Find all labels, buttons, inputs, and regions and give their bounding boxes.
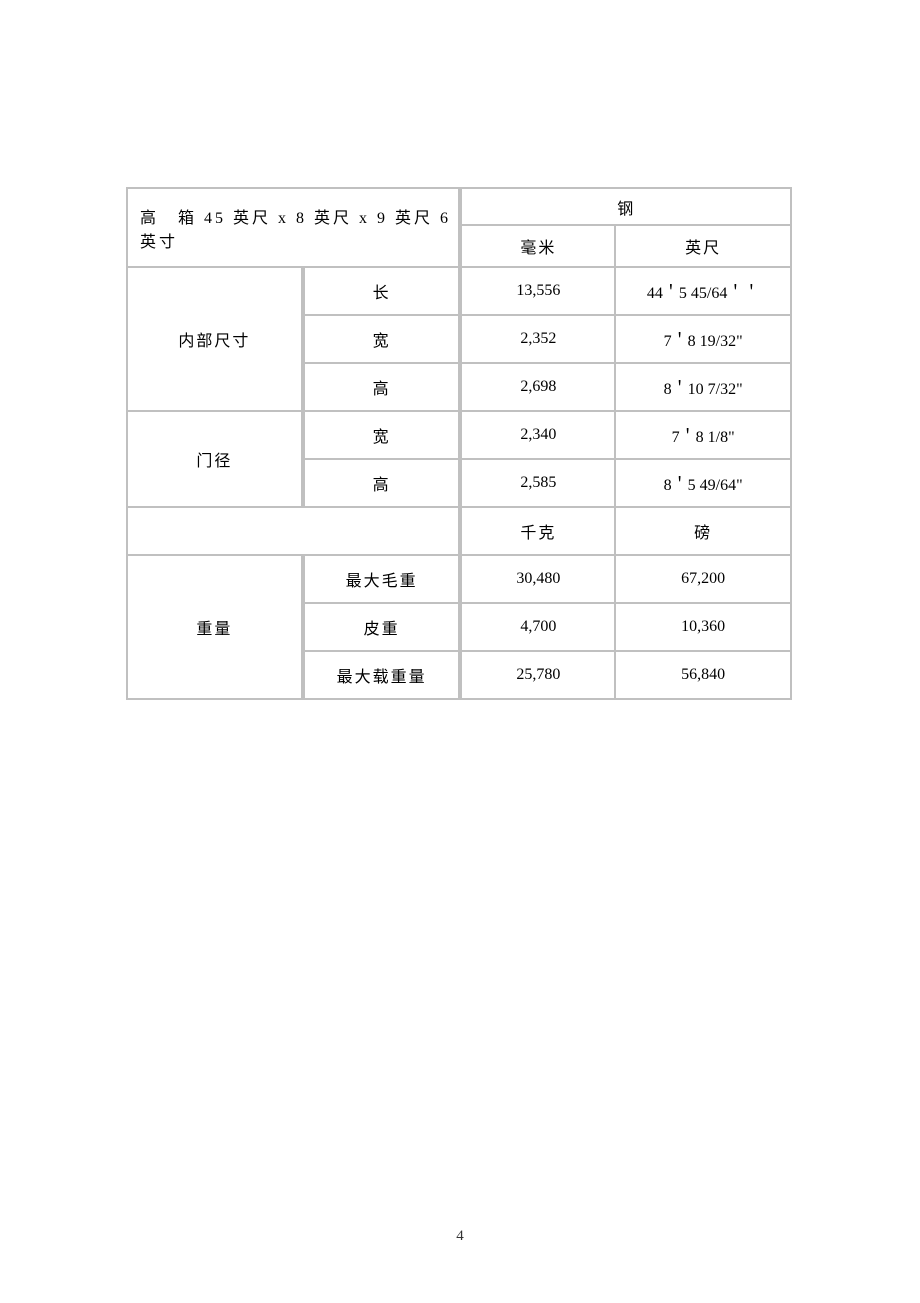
unit-header-mm: 毫米	[460, 226, 616, 268]
unit-header-lb: 磅	[616, 508, 792, 556]
row-label: 高	[303, 460, 461, 508]
category-internal-dim: 内部尺寸	[128, 268, 303, 412]
cell-metric: 2,352	[460, 316, 616, 364]
cell-metric: 25,780	[460, 652, 616, 700]
category-door: 门径	[128, 412, 303, 508]
container-spec-table: 高 箱 45 英尺 x 8 英尺 x 9 英尺 6 英寸 钢 毫米 英尺 内部尺…	[126, 187, 792, 700]
cell-metric: 13,556	[460, 268, 616, 316]
cell-metric: 2,585	[460, 460, 616, 508]
page-number: 4	[0, 1228, 920, 1245]
empty-cell	[128, 508, 460, 556]
container-spec-table-wrap: 高 箱 45 英尺 x 8 英尺 x 9 英尺 6 英寸 钢 毫米 英尺 内部尺…	[126, 187, 792, 700]
row-label: 宽	[303, 412, 461, 460]
cell-imperial: 56,840	[616, 652, 792, 700]
cell-imperial: 7＇8 1/8"	[616, 412, 792, 460]
cell-imperial: 67,200	[616, 556, 792, 604]
weight-unit-row: 千克 磅	[128, 508, 792, 556]
row-label: 长	[303, 268, 461, 316]
cell-imperial: 44＇5 45/64＇＇	[616, 268, 792, 316]
cell-imperial: 7＇8 19/32"	[616, 316, 792, 364]
row-label: 最大毛重	[303, 556, 461, 604]
cell-imperial: 8＇5 49/64"	[616, 460, 792, 508]
row-label: 皮重	[303, 604, 461, 652]
cell-imperial: 10,360	[616, 604, 792, 652]
cell-imperial: 8＇10 7/32"	[616, 364, 792, 412]
cell-metric: 2,340	[460, 412, 616, 460]
row-label: 宽	[303, 316, 461, 364]
unit-header-ft: 英尺	[616, 226, 792, 268]
cell-metric: 30,480	[460, 556, 616, 604]
cell-metric: 4,700	[460, 604, 616, 652]
table-row: 门径 宽 2,340 7＇8 1/8"	[128, 412, 792, 460]
row-label: 高	[303, 364, 461, 412]
table-row: 内部尺寸 长 13,556 44＇5 45/64＇＇	[128, 268, 792, 316]
table-row: 重量 最大毛重 30,480 67,200	[128, 556, 792, 604]
material-header: 钢	[460, 189, 792, 226]
unit-header-kg: 千克	[460, 508, 616, 556]
category-weight: 重量	[128, 556, 303, 700]
row-label: 最大载重量	[303, 652, 461, 700]
cell-metric: 2,698	[460, 364, 616, 412]
table-title: 高 箱 45 英尺 x 8 英尺 x 9 英尺 6 英寸	[128, 189, 460, 268]
